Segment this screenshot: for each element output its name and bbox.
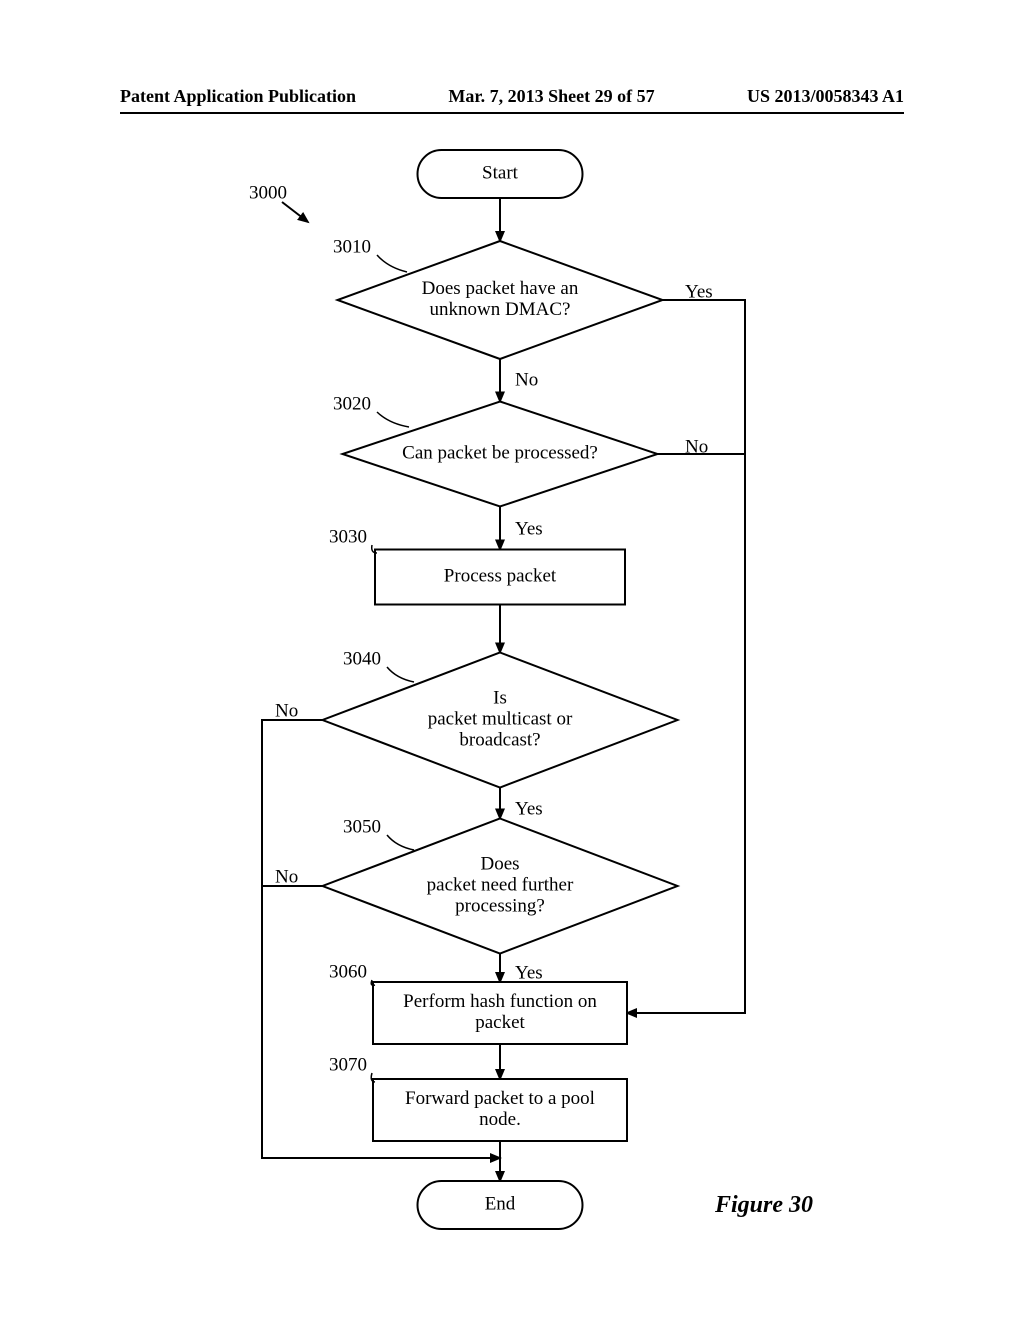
edge-label: No — [275, 866, 298, 887]
svg-text:Perform hash function on: Perform hash function on — [403, 991, 597, 1012]
ref-3010: 3010 — [333, 236, 407, 272]
svg-text:node.: node. — [479, 1109, 521, 1130]
ref-3000: 3000 — [249, 182, 308, 222]
svg-text:3030: 3030 — [329, 526, 367, 547]
edge-label: Yes — [515, 798, 543, 819]
svg-text:packet: packet — [475, 1012, 525, 1033]
ref-3060: 3060 — [329, 961, 375, 985]
node-p3030: Process packet — [375, 550, 625, 605]
node-p3070: Forward packet to a poolnode. — [373, 1079, 627, 1141]
svg-text:End: End — [485, 1193, 516, 1214]
node-d3010: Does packet have anunknown DMAC? — [338, 241, 663, 359]
edge-label: No — [515, 369, 538, 390]
svg-text:processing?: processing? — [455, 895, 545, 916]
node-p3060: Perform hash function onpacket — [373, 982, 627, 1044]
svg-text:Can packet be processed?: Can packet be processed? — [402, 442, 598, 463]
svg-text:3000: 3000 — [249, 182, 287, 203]
svg-text:Process packet: Process packet — [444, 565, 557, 586]
svg-text:packet need further: packet need further — [427, 874, 574, 895]
page: Patent Application Publication Mar. 7, 2… — [0, 0, 1024, 1320]
svg-text:unknown DMAC?: unknown DMAC? — [430, 299, 571, 320]
svg-text:3050: 3050 — [343, 816, 381, 837]
svg-text:3070: 3070 — [329, 1054, 367, 1075]
node-d3040: Ispacket multicast orbroadcast? — [323, 653, 678, 788]
svg-text:packet multicast or: packet multicast or — [428, 708, 573, 729]
node-start: Start — [418, 150, 583, 198]
edge-label: Yes — [515, 962, 543, 983]
svg-text:3060: 3060 — [329, 961, 367, 982]
edge — [627, 300, 745, 1013]
ref-3030: 3030 — [329, 526, 377, 553]
svg-text:Does packet have an: Does packet have an — [422, 278, 579, 299]
svg-text:3010: 3010 — [333, 236, 371, 257]
node-end: End — [418, 1181, 583, 1229]
edge-label: Yes — [515, 518, 543, 539]
ref-3040: 3040 — [343, 648, 414, 682]
svg-text:Does: Does — [480, 853, 519, 874]
svg-text:broadcast?: broadcast? — [459, 729, 540, 750]
node-d3020: Can packet be processed? — [343, 402, 658, 507]
svg-text:3020: 3020 — [333, 393, 371, 414]
node-d3050: Doespacket need furtherprocessing? — [323, 819, 678, 954]
svg-text:Forward packet to a pool: Forward packet to a pool — [405, 1088, 595, 1109]
edge-label: No — [685, 436, 708, 457]
ref-3050: 3050 — [343, 816, 414, 850]
svg-text:Is: Is — [493, 687, 507, 708]
svg-text:3040: 3040 — [343, 648, 381, 669]
svg-text:Start: Start — [482, 162, 519, 183]
figure-caption: Figure 30 — [715, 1192, 813, 1219]
edge-label: No — [275, 700, 298, 721]
ref-3070: 3070 — [329, 1054, 375, 1082]
flowchart-svg: No Yes Yes No Yes No Yes No Start Does packet ha… — [0, 0, 1024, 1320]
ref-3020: 3020 — [333, 393, 409, 427]
edge-label: Yes — [685, 281, 713, 302]
